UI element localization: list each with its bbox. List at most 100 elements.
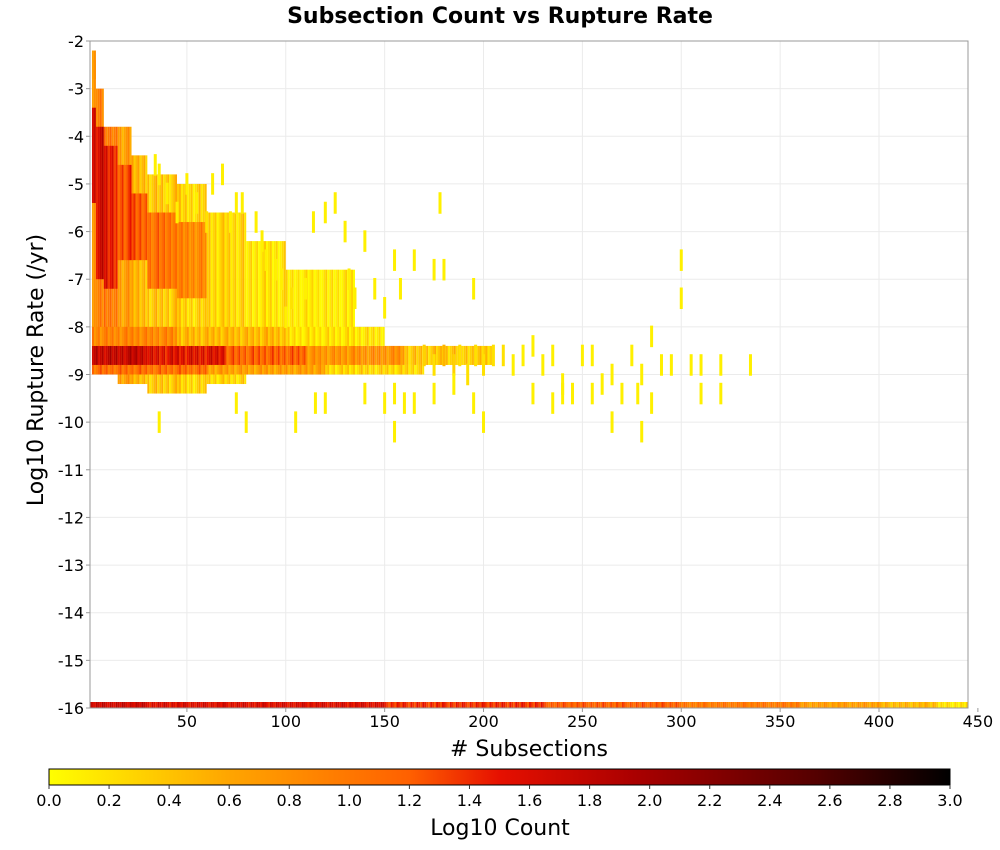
heatmap-cell	[149, 212, 152, 289]
heatmap-cell	[218, 345, 221, 365]
heatmap-cell	[412, 364, 415, 375]
heatmap-cell	[178, 326, 181, 346]
heatmap-cell	[554, 702, 557, 708]
heatmap-cell	[313, 392, 317, 414]
heatmap-cell	[218, 326, 221, 346]
heatmap-cell	[153, 364, 156, 375]
heatmap-cell	[635, 702, 638, 708]
heatmap-cell	[210, 326, 213, 346]
heatmap-cell	[123, 164, 126, 261]
heatmap-cell	[337, 269, 340, 375]
heatmap-cell	[145, 155, 148, 385]
heatmap-cell	[135, 326, 138, 346]
heatmap-cell	[912, 702, 915, 708]
colorbar-tick-label: 1.6	[517, 791, 542, 810]
colorbar-tick-label: 0.6	[216, 791, 241, 810]
heatmap-cell	[264, 241, 266, 375]
y-tick-label: -8	[68, 318, 84, 337]
heatmap-cell	[914, 702, 917, 708]
heatmap-cell	[133, 155, 136, 385]
heatmap-cell	[386, 345, 389, 365]
heatmap-cell	[487, 345, 490, 365]
heatmap-cell	[111, 364, 114, 375]
heatmap-cell	[93, 326, 96, 346]
heatmap-cell	[131, 702, 134, 708]
heatmap-cell	[398, 345, 401, 365]
heatmap-cell	[455, 345, 458, 365]
heatmap-cell	[807, 702, 810, 708]
heatmap-cell	[236, 326, 239, 346]
heatmap-cell	[422, 344, 426, 367]
x-tick-label: 400	[864, 712, 895, 731]
heatmap-cell	[265, 364, 268, 375]
heatmap-cell	[930, 702, 933, 708]
heatmap-cell	[489, 345, 492, 365]
heatmap-cell	[650, 325, 654, 348]
heatmap-cell	[376, 364, 379, 375]
heatmap-cell	[271, 702, 274, 708]
heatmap-cell	[584, 702, 587, 708]
heatmap-cell	[531, 335, 535, 357]
heatmap-cell	[155, 345, 158, 365]
heatmap-cell	[99, 702, 102, 708]
heatmap-cell	[135, 702, 138, 708]
heatmap-cell	[536, 702, 539, 708]
heatmap-cell	[101, 126, 104, 280]
heatmap-cell	[200, 326, 203, 346]
heatmap-cell	[888, 702, 891, 708]
heatmap-cell	[149, 326, 152, 346]
heatmap-cell	[445, 345, 448, 365]
heatmap-cell	[192, 364, 195, 375]
heatmap-cell	[117, 702, 120, 708]
heatmap-cell	[121, 364, 124, 375]
heatmap-cell	[135, 345, 138, 365]
heatmap-cell	[380, 364, 383, 375]
heatmap-cell	[186, 364, 189, 375]
heatmap-cell	[685, 702, 688, 708]
heatmap-cell	[194, 702, 197, 708]
heatmap-cell	[347, 269, 350, 375]
heatmap-cell	[163, 702, 166, 708]
heatmap-cell	[91, 107, 94, 203]
heatmap-cell	[167, 345, 170, 365]
heatmap-cell	[364, 345, 367, 365]
heatmap-cell	[109, 326, 112, 346]
heatmap-cell	[177, 345, 179, 365]
heatmap-cell	[299, 364, 302, 375]
heatmap-cell	[141, 364, 144, 375]
heatmap-cell	[121, 164, 124, 261]
heatmap-cell	[740, 702, 743, 708]
heatmap-cell	[301, 326, 304, 346]
heatmap-cell	[459, 702, 462, 708]
heatmap-cell	[123, 345, 126, 365]
heatmap-cell	[309, 326, 312, 346]
heatmap-cell	[540, 702, 543, 708]
heatmap-cell	[196, 364, 199, 375]
heatmap-cell	[671, 702, 674, 708]
heatmap-cell	[232, 702, 235, 708]
heatmap-cell	[250, 702, 253, 708]
heatmap-cell	[101, 364, 104, 375]
heatmap-cell	[815, 702, 818, 708]
heatmap-cell	[382, 702, 385, 708]
heatmap-cell	[115, 364, 118, 375]
heatmap-cell	[390, 702, 393, 708]
heatmap-cell	[351, 364, 354, 375]
heatmap-cell	[91, 60, 94, 80]
heatmap-cell	[582, 702, 585, 708]
heatmap-cell	[216, 702, 219, 708]
heatmap-cell	[406, 702, 409, 708]
heatmap-cell	[230, 345, 233, 365]
heatmap-cell	[246, 241, 249, 375]
heatmap-cell	[137, 155, 140, 385]
heatmap-cell	[127, 345, 130, 365]
heatmap-cell	[380, 702, 383, 708]
heatmap-cell	[805, 702, 808, 708]
heatmap-cell	[358, 364, 361, 375]
heatmap-cell	[208, 702, 211, 708]
heatmap-cell	[873, 702, 876, 708]
heatmap-cell	[275, 345, 278, 365]
heatmap-cell	[363, 382, 367, 405]
heatmap-cell	[220, 345, 223, 365]
heatmap-cell	[194, 345, 197, 365]
